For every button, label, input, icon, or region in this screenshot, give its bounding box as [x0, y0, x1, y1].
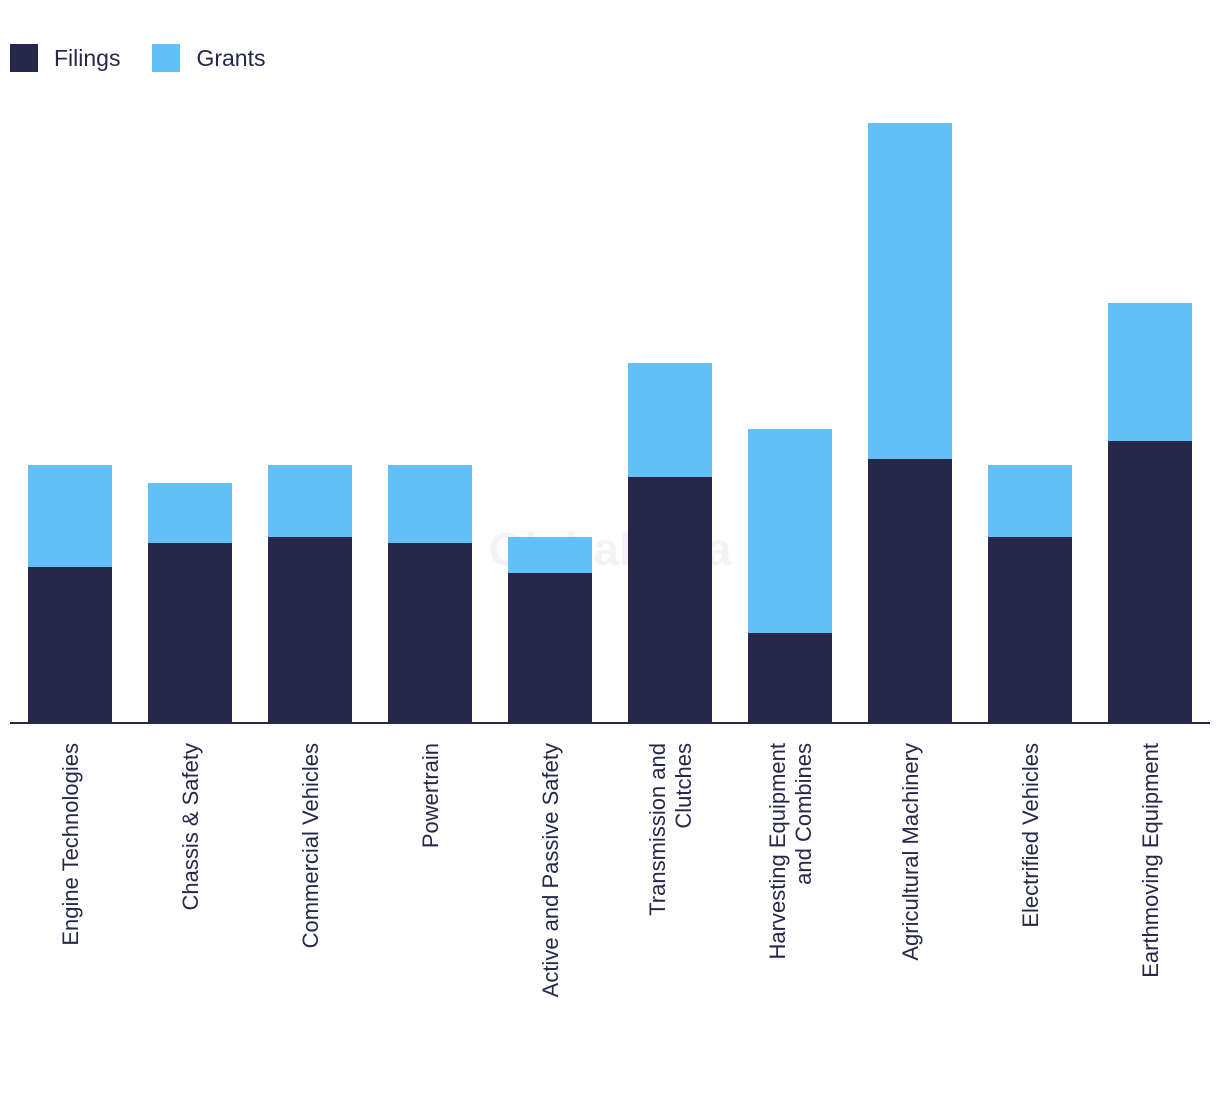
- bar-filings-harvesting-equipment-and-combines[interactable]: [748, 633, 832, 723]
- x-tick-label-chassis-and-safety: Chassis & Safety: [178, 743, 203, 911]
- legend-label-filings: Filings: [54, 44, 121, 71]
- bar-grants-active-and-passive-safety[interactable]: [508, 537, 592, 573]
- bar-filings-commercial-vehicles[interactable]: [268, 537, 352, 723]
- bar-filings-earthmoving-equipment[interactable]: [1108, 441, 1192, 723]
- x-tick-label-active-and-passive-safety: Active and Passive Safety: [538, 743, 563, 997]
- bar-filings-engine-technologies[interactable]: [28, 567, 112, 723]
- bar-grants-engine-technologies[interactable]: [28, 465, 112, 567]
- bar-filings-powertrain[interactable]: [388, 543, 472, 723]
- bar-grants-harvesting-equipment-and-combines[interactable]: [748, 429, 832, 633]
- chart-legend: Filings Grants: [10, 44, 298, 72]
- bar-filings-chassis-and-safety[interactable]: [148, 543, 232, 723]
- bar-grants-earthmoving-equipment[interactable]: [1108, 303, 1192, 441]
- x-tick-labels: Engine Technologies Chassis & Safety Comme…: [58, 743, 1163, 997]
- x-tick-label-agricultural-machinery: Agricultural Machinery: [898, 743, 923, 961]
- bar-filings-agricultural-machinery[interactable]: [868, 459, 952, 723]
- bars-group: [28, 123, 1192, 723]
- x-tick-label-engine-technologies: Engine Technologies: [58, 743, 83, 946]
- bar-grants-powertrain[interactable]: [388, 465, 472, 543]
- bar-grants-electrified-vehicles[interactable]: [988, 465, 1072, 537]
- bar-filings-active-and-passive-safety[interactable]: [508, 573, 592, 723]
- legend-item-filings[interactable]: Filings: [10, 44, 120, 72]
- bar-filings-transmission-and-clutches[interactable]: [628, 477, 712, 723]
- x-tick-label-powertrain: Powertrain: [418, 743, 443, 848]
- x-tick-label-electrified-vehicles: Electrified Vehicles: [1018, 743, 1043, 928]
- legend-label-grants: Grants: [196, 44, 266, 71]
- legend-swatch-grants: [152, 44, 181, 72]
- x-tick-label-transmission-and-clutches: Transmission andClutches: [645, 743, 696, 916]
- legend-item-grants[interactable]: Grants: [152, 44, 266, 72]
- bar-grants-commercial-vehicles[interactable]: [268, 465, 352, 537]
- x-tick-label-earthmoving-equipment: Earthmoving Equipment: [1138, 743, 1163, 978]
- bar-filings-electrified-vehicles[interactable]: [988, 537, 1072, 723]
- x-tick-label-commercial-vehicles: Commercial Vehicles: [298, 743, 323, 948]
- bar-grants-transmission-and-clutches[interactable]: [628, 363, 712, 477]
- bar-grants-agricultural-machinery[interactable]: [868, 123, 952, 459]
- bar-grants-chassis-and-safety[interactable]: [148, 483, 232, 543]
- legend-swatch-filings: [10, 44, 38, 72]
- x-tick-label-harvesting-equipment-and-combines: Harvesting Equipmentand Combines: [765, 743, 816, 959]
